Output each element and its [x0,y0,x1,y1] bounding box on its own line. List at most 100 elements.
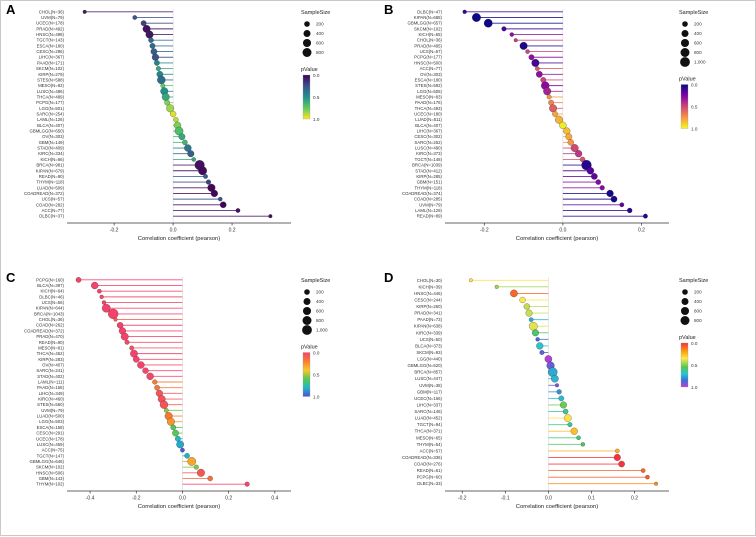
x-tick-label: 0.2 [631,496,638,502]
x-tick-label: 0.0 [179,496,186,502]
size-legend-label: 600 [694,309,702,314]
size-legend-dot [682,289,688,295]
pvalue-tick-label: 1.0 [691,126,698,131]
lollipop-dot [187,457,196,466]
lollipop-dot [167,417,175,426]
row-label: UCS(N=57) [42,197,65,202]
size-legend-dot [302,48,312,57]
row-label: STAD(N=402) [37,374,64,379]
row-label: COADREAD(N=372) [24,328,65,333]
row-label: TGCT(N=148) [415,157,443,162]
pvalue-tick-label: 0.5 [313,372,320,377]
size-legend-title: SampleSize [301,278,330,284]
lollipop-dot [210,189,218,197]
row-label: ESCA(N=180) [415,77,443,82]
lollipop-dot [615,448,620,454]
lollipop-dot [198,166,207,176]
row-label: OV(N=303) [42,134,64,139]
lollipop-dot [468,278,473,283]
x-tick-label: 0.2 [225,496,232,502]
row-label: BRCA(N=981) [36,163,64,168]
lollipop-dot [120,332,129,341]
lollipop-dot [563,127,571,135]
lollipop-dot [150,48,158,55]
lollipop-dot [160,83,166,88]
lollipop-rows: PCPG(N=160)BLCA(N=397)KICH(N=64)DLBC(N=4… [24,277,250,487]
row-label: ESCA(N=180) [37,43,65,48]
lollipop-dot [510,289,518,298]
size-legend-title: SampleSize [301,10,330,16]
row-label: CESC(N=302) [414,134,442,139]
row-label: KIRC(N=339) [416,330,442,335]
row-label: THYM(N=118) [415,185,443,190]
pvalue-gradient-bar [680,84,689,129]
row-label: LUSC(N=486) [37,89,65,94]
row-label: THYM(N=102) [36,482,64,487]
row-label: KIRC(N=460) [38,397,64,402]
row-label: UVM(N=79) [41,408,64,413]
row-label: THCA(N=371) [415,429,443,434]
lollipop-dot [182,139,188,146]
row-label: KICH(N=64) [40,289,64,294]
row-label: GBMLGG(N=646) [29,459,64,464]
lollipop-dot [552,111,558,117]
lollipop-dot [494,284,499,289]
size-legend-dot [680,38,690,48]
lollipop-dot [535,66,540,71]
lollipop-dot [176,440,184,449]
lollipop-dot [133,356,140,363]
size-legend-dot [302,325,312,335]
lollipop-dot [149,43,156,49]
row-label: KIPAN(N=688) [414,15,443,20]
row-label: ESCA(N=158) [37,425,65,430]
lollipop-dot [175,435,181,442]
row-label: SARC(N=146) [414,409,442,414]
pvalue-tick-label: 0.5 [691,104,698,109]
row-label: READ(N=90) [39,174,65,179]
pvalue-legend-title: pValue [301,67,318,73]
lollipop-dot [148,37,154,43]
lollipop-dot [509,32,515,37]
x-tick-label: 0.2 [638,228,645,234]
size-legend-dot [680,316,690,325]
row-label: PAAD(N=171) [37,60,65,65]
row-label: STAD(N=409) [37,146,64,151]
row-label: KICH(N=66) [40,157,64,162]
panel-d: D CHOL(N=30) KICH(N=39) HNSC(N=446) CESC(N=… [379,269,756,537]
pvalue-tick-label: 0.5 [691,363,698,368]
pvalue-legend-title: pValue [679,77,696,83]
lollipop-dot [113,317,118,322]
row-label: KIPAN(N=679) [36,168,65,173]
lollipop-dot [472,13,481,22]
row-label: ACC(N=77) [420,66,443,71]
lollipop-dot [556,389,562,395]
row-label: COAD(N=282) [36,202,65,207]
lollipop-dot [166,104,175,113]
row-label: BLCA(N=407) [415,123,442,128]
lollipop-dot [219,201,227,209]
x-tick-label: 0.4 [271,496,278,502]
pvalue-gradient-bar [302,74,311,120]
row-label: GBM(N=151) [417,180,443,185]
lollipop-dot [164,408,169,413]
lollipop-dot [244,481,250,487]
x-tick-label: -0.2 [110,228,119,234]
row-label: LAML(N=129) [415,208,442,213]
row-label: SKCM(N=102) [414,26,443,31]
row-label: ACC(N=75) [42,448,65,453]
lollipop-dot [595,179,601,185]
row-label: CHOL(N=36) [417,38,443,43]
lollipop-dot [528,54,535,61]
size-legend-dot [302,316,312,325]
lollipop-dot [203,174,208,179]
lollipop-dot [178,133,186,141]
lollipop-dot [599,185,605,191]
row-label: COADREAD(N=374) [402,191,443,196]
row-label: UCS(N=57) [420,49,443,54]
lollipop-dot [640,468,646,473]
lollipop-dot [124,339,130,345]
row-label: DLBC(N=47) [417,9,442,14]
lollipop-dot [116,322,124,329]
